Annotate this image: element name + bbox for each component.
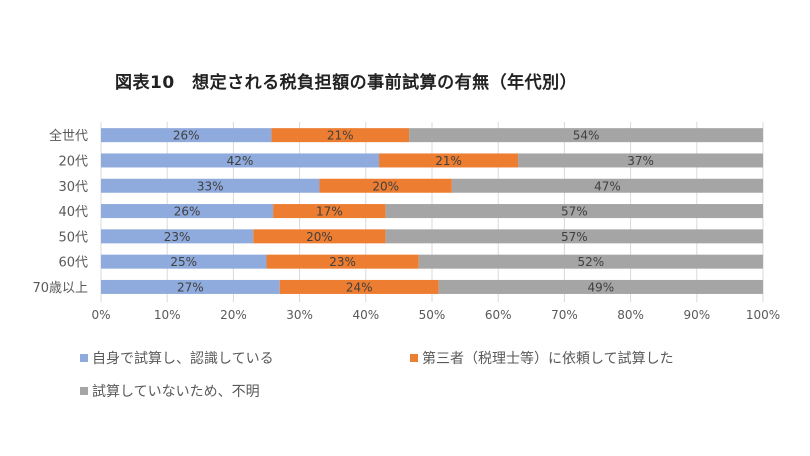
bar-segment [385, 229, 763, 244]
bar-segment [101, 204, 274, 219]
bar-segment [451, 178, 763, 193]
data-label: 27% [177, 280, 204, 294]
x-tick-label: 20% [220, 308, 247, 322]
bar-segment [273, 204, 386, 219]
legend-swatch [80, 354, 88, 362]
legend-item-self: 自身で試算し、認識している [80, 348, 274, 368]
bar-segment [271, 128, 410, 143]
data-label: 17% [316, 205, 343, 219]
x-tick-label: 60% [485, 308, 512, 322]
bar-segment [101, 128, 272, 143]
x-tick-label: 40% [352, 308, 379, 322]
data-label: 26% [173, 129, 200, 143]
data-label: 21% [435, 154, 462, 168]
data-label: 37% [627, 154, 654, 168]
bar-segment [101, 178, 320, 193]
data-label: 57% [561, 230, 588, 244]
x-tick-label: 80% [617, 308, 644, 322]
data-label: 47% [594, 179, 621, 193]
bar-segment [385, 204, 763, 219]
bar-segment [101, 229, 254, 244]
bar-segment [418, 254, 763, 269]
data-label: 23% [329, 255, 356, 269]
data-label: 25% [170, 255, 197, 269]
bar-segment [438, 279, 763, 294]
legend-item-third-party: 第三者（税理士等）に依頼して試算した [410, 348, 674, 368]
bar-segment [319, 178, 452, 193]
data-label: 23% [164, 230, 191, 244]
bar-segment [101, 279, 280, 294]
bar-segment [379, 153, 519, 168]
bar-segment [266, 254, 419, 269]
bar-segment [101, 153, 380, 168]
data-label: 33% [197, 179, 224, 193]
data-label: 26% [174, 205, 201, 219]
y-category-label: 20代 [58, 154, 88, 169]
legend-item-unknown: 試算していないため、不明 [80, 381, 260, 401]
y-category-label: 40代 [58, 205, 88, 220]
data-label: 21% [327, 129, 354, 143]
y-category-label: 60代 [58, 256, 88, 271]
data-label: 52% [578, 255, 605, 269]
y-category-label: 全世代 [49, 128, 88, 144]
x-tick-label: 50% [419, 308, 446, 322]
bar-segment [409, 128, 763, 143]
data-label: 49% [587, 280, 614, 294]
bar-segment [518, 153, 763, 168]
legend-swatch [410, 354, 418, 362]
bar-segment [279, 279, 439, 294]
legend-label: 第三者（税理士等）に依頼して試算した [422, 351, 674, 367]
legend-label: 試算していないため、不明 [92, 384, 260, 400]
bar-segment [253, 229, 386, 244]
y-category-label: 70歳以上 [32, 281, 88, 296]
bar-segment [101, 254, 267, 269]
x-tick-label: 90% [683, 308, 710, 322]
legend-label: 自身で試算し、認識している [92, 351, 274, 367]
legend-swatch [80, 387, 88, 395]
x-tick-label: 0% [91, 308, 110, 322]
data-label: 57% [561, 205, 588, 219]
x-tick-label: 100% [746, 308, 780, 322]
y-category-label: 50代 [58, 230, 88, 245]
chart-title: 図表10 想定される税負担額の事前試算の有無（年代別） [115, 73, 578, 93]
x-tick-label: 70% [551, 308, 578, 322]
data-label: 20% [372, 179, 399, 193]
data-label: 54% [573, 129, 600, 143]
y-category-label: 30代 [58, 180, 88, 195]
x-tick-label: 10% [154, 308, 181, 322]
data-label: 20% [306, 230, 333, 244]
data-label: 24% [346, 280, 373, 294]
x-tick-label: 30% [286, 308, 313, 322]
data-label: 42% [227, 154, 254, 168]
